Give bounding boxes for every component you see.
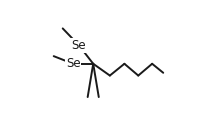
Text: Se: Se — [66, 57, 80, 70]
Text: Se: Se — [71, 39, 86, 52]
